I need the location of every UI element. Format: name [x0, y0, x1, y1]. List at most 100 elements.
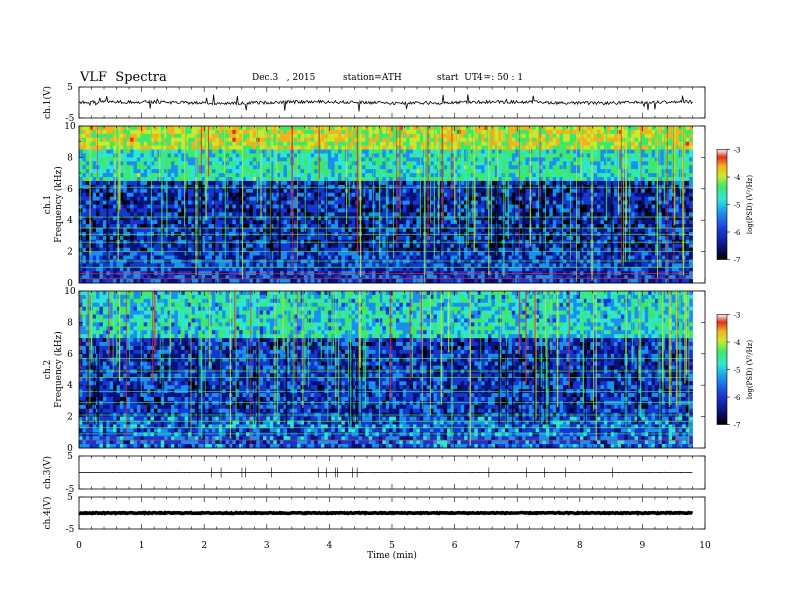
spectral-cell: [532, 137, 537, 143]
spectral-cell: [327, 133, 332, 139]
spectral-cell: [385, 228, 390, 233]
spectral-cell: [685, 157, 690, 162]
spectral-cell: [508, 133, 513, 139]
spectral-cell: [573, 204, 577, 209]
spectral-cell: [631, 145, 635, 150]
spectral-cell: [423, 220, 428, 225]
spectral-cell: [235, 212, 240, 217]
spectral-cell: [545, 204, 550, 209]
spectral-cell: [481, 165, 485, 170]
spectral-cell: [586, 200, 591, 205]
spectral-cell: [644, 153, 649, 158]
spectral-cell: [603, 212, 608, 217]
spectral-cell: [685, 212, 690, 217]
spectral-cell: [603, 137, 608, 143]
spectral-cell: [177, 153, 182, 158]
spectral-cell: [430, 192, 434, 198]
spectral-cell: [552, 216, 557, 221]
spectral-cell: [307, 141, 312, 147]
spectral-cell: [242, 204, 247, 209]
spectral-cell: [566, 133, 571, 139]
spectral-cell: [457, 169, 462, 174]
spectral-cell: [573, 173, 577, 178]
spectral-cell: [607, 200, 612, 205]
spectral-cell: [160, 196, 165, 201]
spectral-cell: [208, 169, 213, 174]
spectral-cell: [423, 177, 428, 182]
spectral-cell: [661, 173, 666, 178]
spectral-cell: [372, 141, 376, 147]
spectral-cell: [559, 188, 564, 194]
spectral-cell: [508, 180, 513, 186]
spectral-cell: [494, 180, 499, 186]
spectral-cell: [460, 149, 465, 154]
spectral-cell: [303, 224, 308, 229]
spectral-cell: [610, 169, 615, 174]
spectral-cell: [89, 177, 94, 182]
spectral-cell: [453, 173, 458, 178]
spectral-cell: [416, 200, 421, 205]
spectral-cell: [136, 192, 141, 198]
spectral-cell: [562, 177, 567, 182]
spectral-cell: [201, 220, 206, 225]
spectral-cell: [276, 188, 281, 194]
spectral-cell: [532, 129, 537, 135]
spectral-cell: [402, 192, 407, 198]
spectral-cell: [433, 212, 438, 217]
spectral-cell: [324, 157, 329, 162]
spectral-cell: [317, 204, 322, 209]
spectral-cell: [167, 137, 172, 143]
spectral-cell: [160, 145, 165, 150]
spectral-cell: [515, 204, 520, 209]
spectral-cell: [498, 126, 503, 131]
spectral-cell: [447, 157, 451, 162]
spectral-cell: [399, 129, 404, 135]
spectral-cell: [675, 212, 680, 217]
spectral-cell: [641, 208, 646, 213]
spectral-cell: [580, 145, 584, 150]
spectral-cell: [314, 145, 318, 150]
spectral-cell: [409, 228, 414, 233]
spectral-cell: [580, 133, 584, 139]
spectral-cell: [617, 204, 622, 209]
spectral-cell: [406, 228, 410, 233]
spectral-cell: [181, 129, 186, 135]
spectral-cell: [549, 208, 554, 213]
spectral-cell: [368, 149, 373, 154]
spectral-cell: [310, 129, 315, 135]
spectral-cell: [171, 220, 175, 225]
spectral-cell: [283, 204, 288, 209]
spectral-cell: [631, 180, 635, 186]
spectral-cell: [498, 133, 503, 139]
spectral-cell: [368, 204, 373, 209]
spectral-cell: [416, 161, 421, 166]
spectral-cell: [447, 220, 451, 225]
spectral-cell: [266, 129, 271, 135]
spectral-cell: [406, 204, 410, 209]
spectral-cell: [556, 212, 560, 217]
spectral-cell: [525, 173, 530, 178]
spectral-cell: [232, 196, 237, 201]
spectral-cell: [119, 165, 124, 170]
spectral-cell: [119, 173, 124, 178]
spectral-cell: [658, 188, 663, 194]
spectral-cell: [399, 161, 404, 166]
spectral-cell: [246, 216, 250, 221]
spectral-cell: [423, 200, 428, 205]
spectral-cell: [634, 216, 639, 221]
spectral-cell: [341, 196, 346, 201]
spectral-cell: [314, 188, 318, 194]
spectral-cell: [675, 208, 680, 213]
spectral-cell: [648, 216, 652, 221]
spectral-cell: [399, 196, 404, 201]
spectral-cell: [641, 200, 646, 205]
spectral-cell: [276, 216, 281, 221]
spectral-cell: [198, 228, 203, 233]
spectral-cell: [167, 126, 172, 131]
spectral-cell: [552, 137, 557, 143]
spectral-cell: [433, 141, 438, 147]
spectral-cell: [205, 204, 209, 209]
spectral-cell: [102, 212, 107, 217]
spectral-cell: [607, 212, 612, 217]
spectral-cell: [96, 173, 100, 178]
